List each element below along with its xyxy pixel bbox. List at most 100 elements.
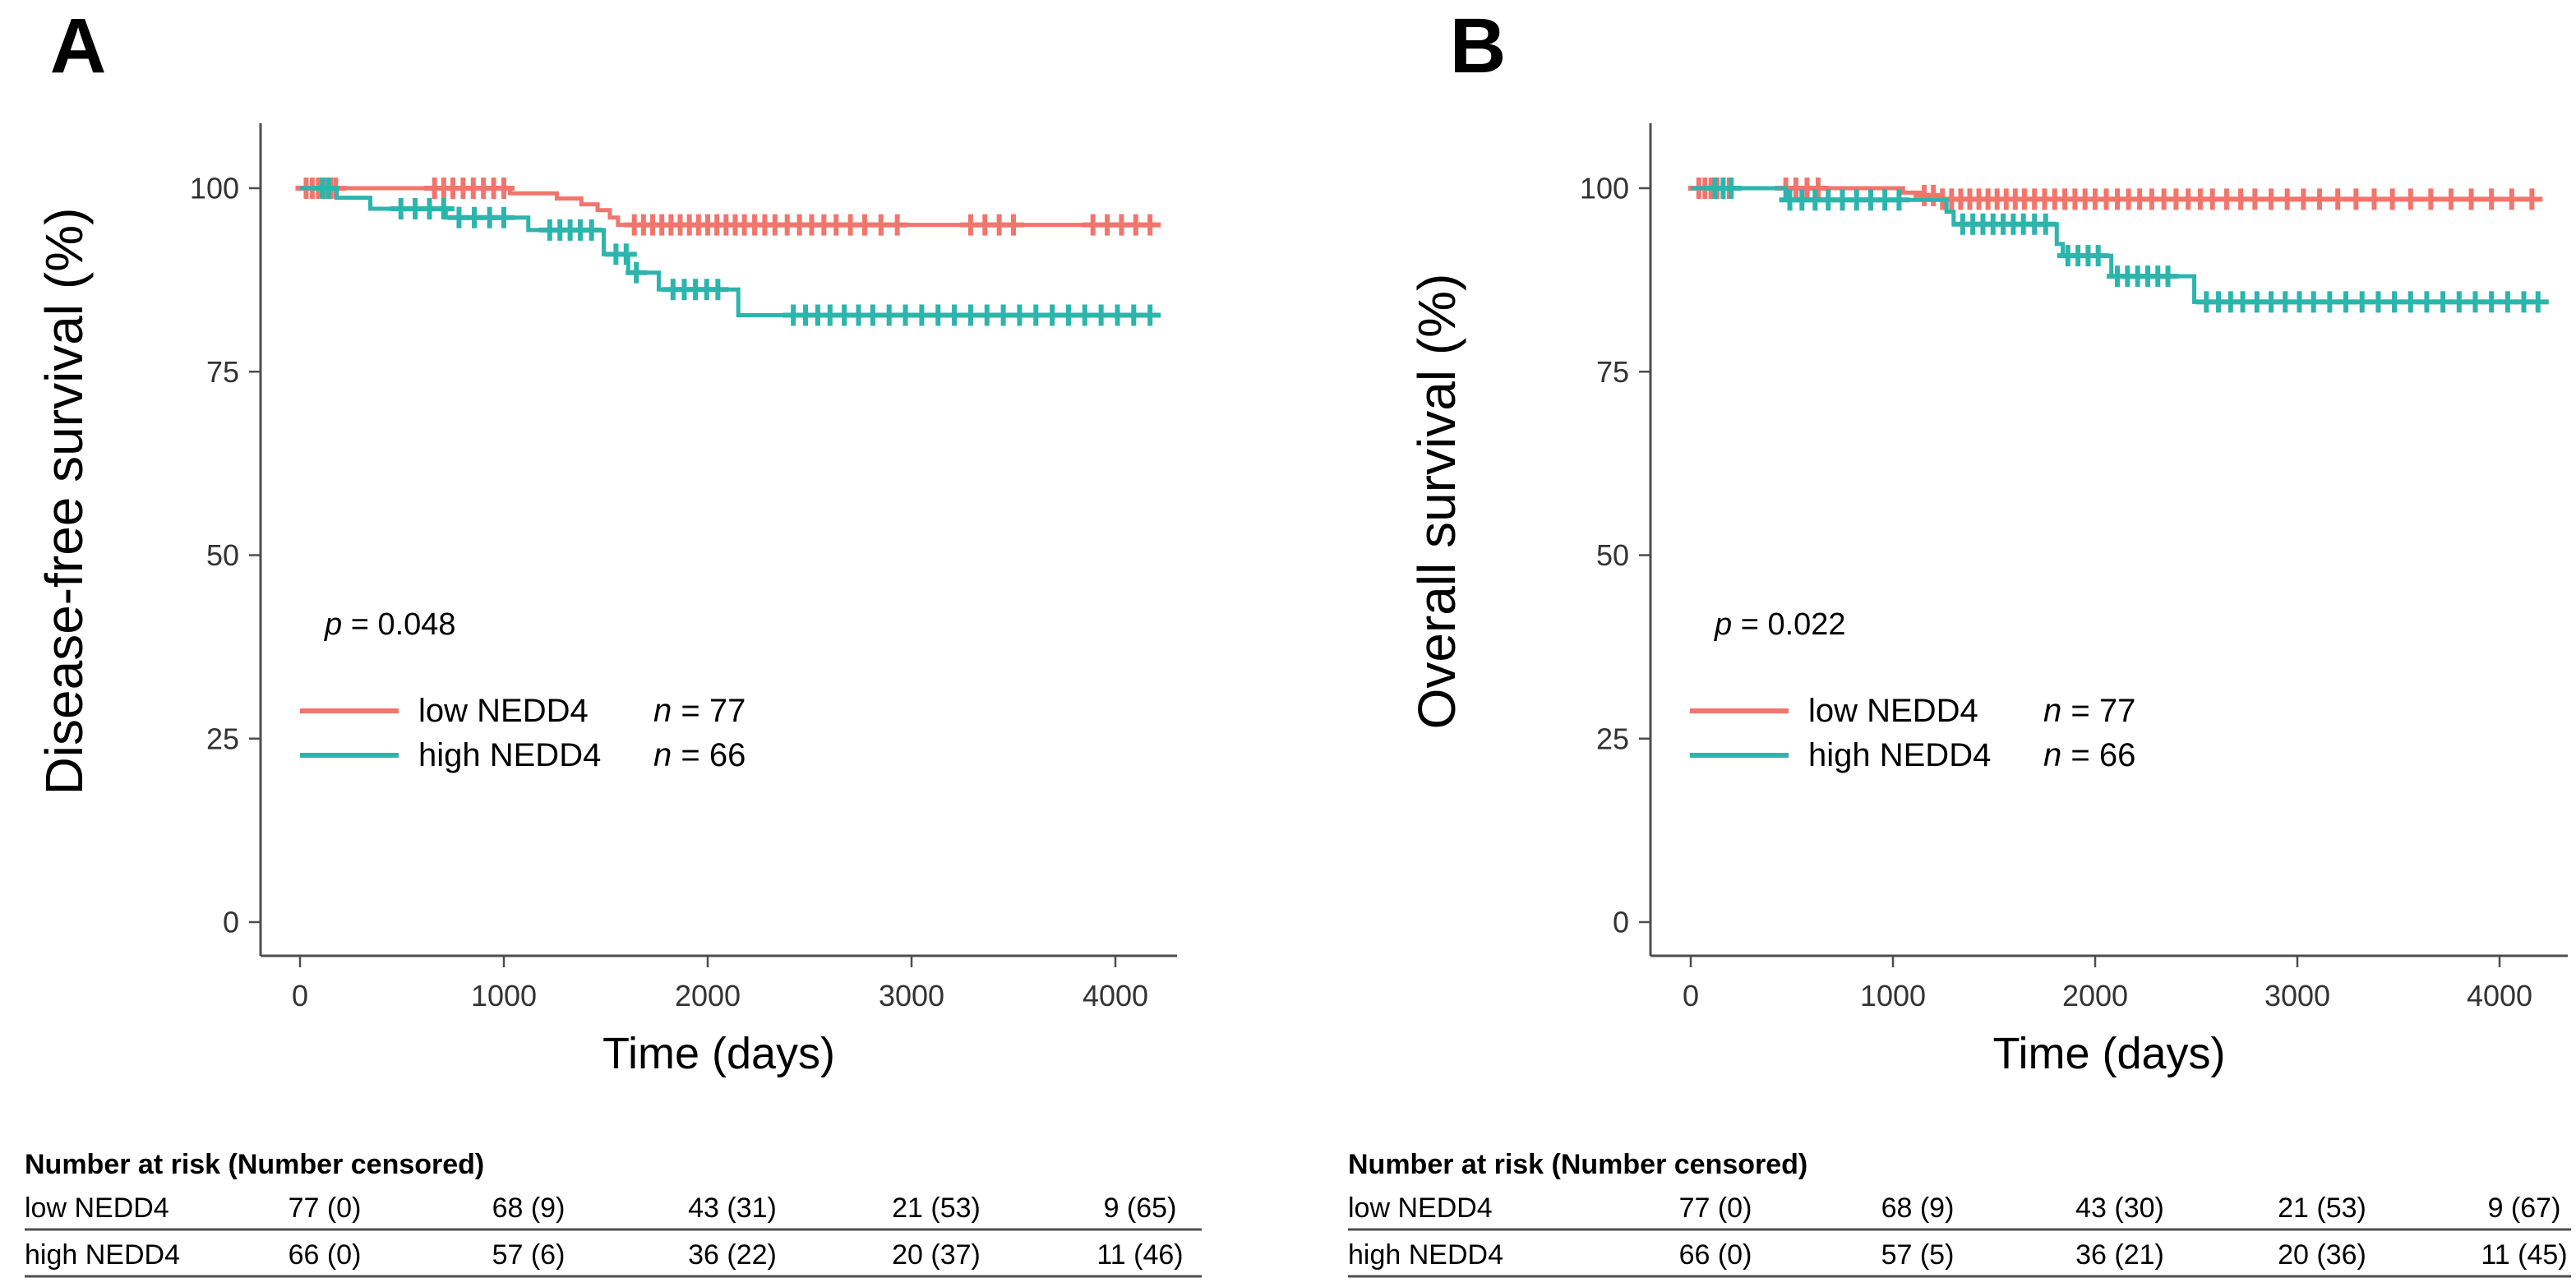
risk-value: 57 (6): [492, 1239, 566, 1271]
censor-plus-icon: [2527, 291, 2549, 313]
panel-letter-a: A: [50, 2, 107, 90]
censor-plus-icon: [2309, 188, 2331, 210]
censor-plus-icon: [432, 198, 455, 220]
censor-plus-icon: [2157, 265, 2179, 288]
censor-plus-icon: [1888, 189, 1910, 211]
x-tick-label: 3000: [879, 979, 944, 1013]
censor-plus-icon: [2087, 245, 2109, 267]
censor-plus-icon: [2440, 188, 2462, 210]
censor-plus-icon: [2521, 188, 2543, 210]
y-axis-ticks: 0 25 50 75 100: [190, 172, 261, 939]
x-tick-label: 0: [1683, 979, 1699, 1013]
censor-plus-icon: [1720, 178, 1743, 199]
risk-value: 77 (0): [1679, 1192, 1752, 1224]
risk-value: 9 (65): [1104, 1192, 1177, 1224]
censor-plus-icon: [707, 279, 729, 301]
risk-value: 11 (45): [2481, 1239, 2567, 1271]
censor-plus-icon: [2500, 188, 2523, 210]
x-tick-label: 2000: [2062, 979, 2128, 1013]
censor-plus-icon: [493, 206, 515, 228]
legend-label-low: low NEDD4: [418, 693, 589, 729]
y-tick-label: 100: [1580, 172, 1629, 205]
risk-value: 11 (46): [1096, 1239, 1183, 1271]
risk-row-label: high NEDD4: [1348, 1239, 1503, 1271]
y-tick-label: 100: [190, 172, 239, 205]
legend-n-low: n = 77: [2043, 693, 2135, 729]
x-axis-ticks: 0 1000 2000 3000 4000: [292, 956, 1148, 1013]
x-tick-label: 3000: [2264, 979, 2330, 1013]
y-tick-label: 75: [1596, 355, 1629, 389]
risk-value: 43 (31): [688, 1192, 777, 1224]
risk-value: 36 (22): [688, 1239, 777, 1271]
risk-value: 21 (53): [2278, 1192, 2366, 1224]
x-tick-label: 4000: [1083, 979, 1148, 1013]
x-tick-label: 1000: [1860, 979, 1926, 1013]
legend-label-high: high NEDD4: [1808, 737, 1991, 773]
risk-value: 36 (21): [2075, 1239, 2164, 1271]
x-tick-label: 1000: [471, 979, 537, 1013]
y-tick-label: 25: [1596, 722, 1629, 755]
y-tick-label: 50: [1596, 538, 1629, 572]
risk-value: 66 (0): [289, 1239, 362, 1271]
y-tick-label: 0: [1613, 906, 1629, 939]
risk-value: 68 (9): [492, 1192, 566, 1224]
p-value-label: p = 0.048: [324, 607, 456, 642]
censor-plus-icon: [2481, 188, 2503, 210]
censor-marks-high: [312, 178, 1161, 326]
risk-row-label: low NEDD4: [1348, 1192, 1493, 1224]
x-axis-title: Time (days): [602, 1029, 835, 1078]
x-axis-title: Time (days): [1992, 1029, 2225, 1078]
risk-table-row: low NEDD4 77 (0) 68 (9) 43 (31) 21 (53) 9 (65…: [25, 1192, 1202, 1231]
y-tick-label: 0: [223, 906, 239, 939]
legend-n-high: n = 66: [653, 737, 746, 773]
x-tick-label: 0: [292, 979, 308, 1013]
y-axis-ticks: 0 25 50 75 100: [1580, 172, 1650, 939]
y-axis-title: Disease-free survival (%): [35, 208, 94, 796]
censor-plus-icon: [2034, 213, 2057, 235]
y-tick-label: 75: [206, 355, 239, 389]
risk-value: 21 (53): [892, 1192, 981, 1224]
risk-table-row: low NEDD4 77 (0) 68 (9) 43 (30) 21 (53) 9 (67…: [1348, 1192, 2571, 1231]
legend-label-low: low NEDD4: [1808, 693, 1978, 729]
censor-plus-icon: [1139, 214, 1161, 236]
y-tick-label: 50: [206, 538, 239, 572]
legend: low NEDD4 n = 77 high NEDD4 n = 66: [1690, 693, 2135, 773]
survival-curve-low: [300, 186, 1156, 228]
risk-table-a: Number at risk (Number censored) low NEDD…: [25, 1149, 1202, 1278]
risk-table-header: Number at risk (Number censored): [25, 1149, 484, 1180]
risk-value: 20 (36): [2278, 1239, 2366, 1271]
risk-table-row: high NEDD4 66 (0) 57 (6) 36 (22) 20 (37) 11 (…: [25, 1239, 1202, 1278]
x-tick-label: 2000: [675, 979, 741, 1013]
risk-value: 57 (5): [1881, 1239, 1955, 1271]
censor-plus-icon: [626, 261, 648, 284]
legend: low NEDD4 n = 77 high NEDD4 n = 66: [300, 693, 746, 773]
risk-value: 66 (0): [1679, 1239, 1752, 1271]
censor-marks-high: [1704, 178, 2549, 313]
censor-plus-icon: [2363, 188, 2385, 210]
x-tick-label: 4000: [2467, 979, 2532, 1013]
risk-table-header: Number at risk (Number censored): [1348, 1149, 1807, 1180]
censor-plus-icon: [2399, 188, 2421, 210]
censor-plus-icon: [2345, 188, 2367, 210]
y-axis-title: Overall survival (%): [1407, 274, 1466, 730]
risk-value: 9 (67): [2488, 1192, 2561, 1224]
censor-plus-icon: [886, 214, 908, 236]
risk-row-label: high NEDD4: [25, 1239, 180, 1271]
risk-table-b: Number at risk (Number censored) low NEDD…: [1348, 1149, 2571, 1278]
censor-plus-icon: [2381, 188, 2403, 210]
legend-label-high: high NEDD4: [418, 737, 601, 773]
risk-row-label: low NEDD4: [25, 1192, 169, 1224]
censor-plus-icon: [1807, 178, 1829, 199]
risk-table-row: high NEDD4 66 (0) 57 (5) 36 (21) 20 (36) 11 (…: [1348, 1239, 2571, 1278]
censor-plus-icon: [615, 243, 637, 265]
censor-plus-icon: [2327, 188, 2349, 210]
censor-plus-icon: [580, 219, 602, 241]
risk-value: 43 (30): [2075, 1192, 2164, 1224]
y-tick-label: 25: [206, 722, 239, 755]
censor-plus-icon: [493, 178, 515, 199]
risk-value: 77 (0): [289, 1192, 362, 1224]
